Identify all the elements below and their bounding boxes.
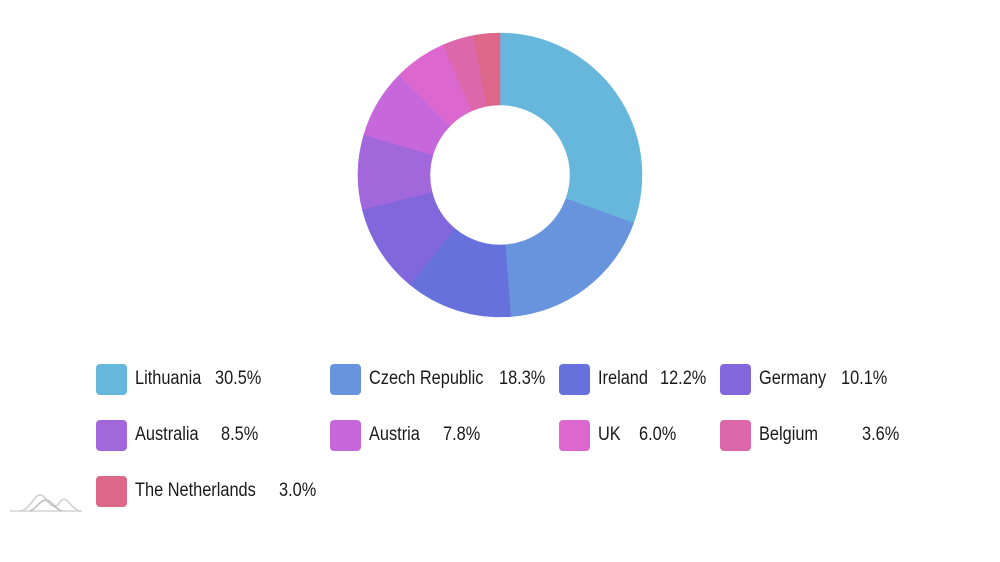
legend-item-belgium[interactable]: Belgium 3.6% [720, 419, 899, 451]
legend-value: 3.0% [279, 480, 317, 501]
legend-item-australia[interactable]: Australia 8.5% [96, 419, 258, 451]
legend-swatch [559, 363, 590, 395]
legend-swatch [96, 419, 127, 451]
legend-item-uk[interactable]: UK 6.0% [559, 419, 676, 451]
legend-swatch [720, 363, 751, 395]
legend-label: Austria [369, 424, 420, 445]
legend-value: 3.6% [862, 424, 900, 445]
legend-label: Germany [759, 368, 827, 389]
legend-label: Czech Republic [369, 368, 484, 389]
legend-swatch [559, 419, 590, 451]
legend-value: 18.3% [499, 368, 546, 389]
legend-swatch [330, 363, 361, 395]
slice-czech-republic[interactable] [505, 198, 634, 317]
legend-swatch [330, 419, 361, 451]
legend-value: 10.1% [841, 368, 888, 389]
legend-item-ireland[interactable]: Ireland 12.2% [559, 363, 706, 395]
legend-swatch [720, 419, 751, 451]
legend-value: 30.5% [215, 368, 262, 389]
donut-chart [357, 32, 643, 318]
legend-item-the-netherlands[interactable]: The Netherlands 3.0% [96, 475, 316, 507]
chart-logo-icon [10, 494, 82, 512]
legend-label: Ireland [598, 368, 648, 389]
legend-swatch [96, 363, 127, 395]
legend-value: 6.0% [639, 424, 677, 445]
legend-value: 12.2% [660, 368, 707, 389]
legend-item-germany[interactable]: Germany 10.1% [720, 363, 887, 395]
legend-item-lithuania[interactable]: Lithuania 30.5% [96, 363, 261, 395]
slice-lithuania[interactable] [499, 32, 643, 224]
legend-label: The Netherlands [135, 480, 256, 501]
legend-label: UK [598, 424, 621, 445]
legend-swatch [96, 475, 127, 507]
legend-label: Lithuania [135, 368, 202, 389]
legend-value: 7.8% [443, 424, 481, 445]
legend-label: Australia [135, 424, 199, 445]
legend-item-czech-republic[interactable]: Czech Republic 18.3% [330, 363, 545, 395]
legend-label: Belgium [759, 424, 819, 445]
legend-value: 8.5% [221, 424, 259, 445]
legend-item-austria[interactable]: Austria 7.8% [330, 419, 480, 451]
slice-the-netherlands[interactable] [473, 32, 501, 107]
